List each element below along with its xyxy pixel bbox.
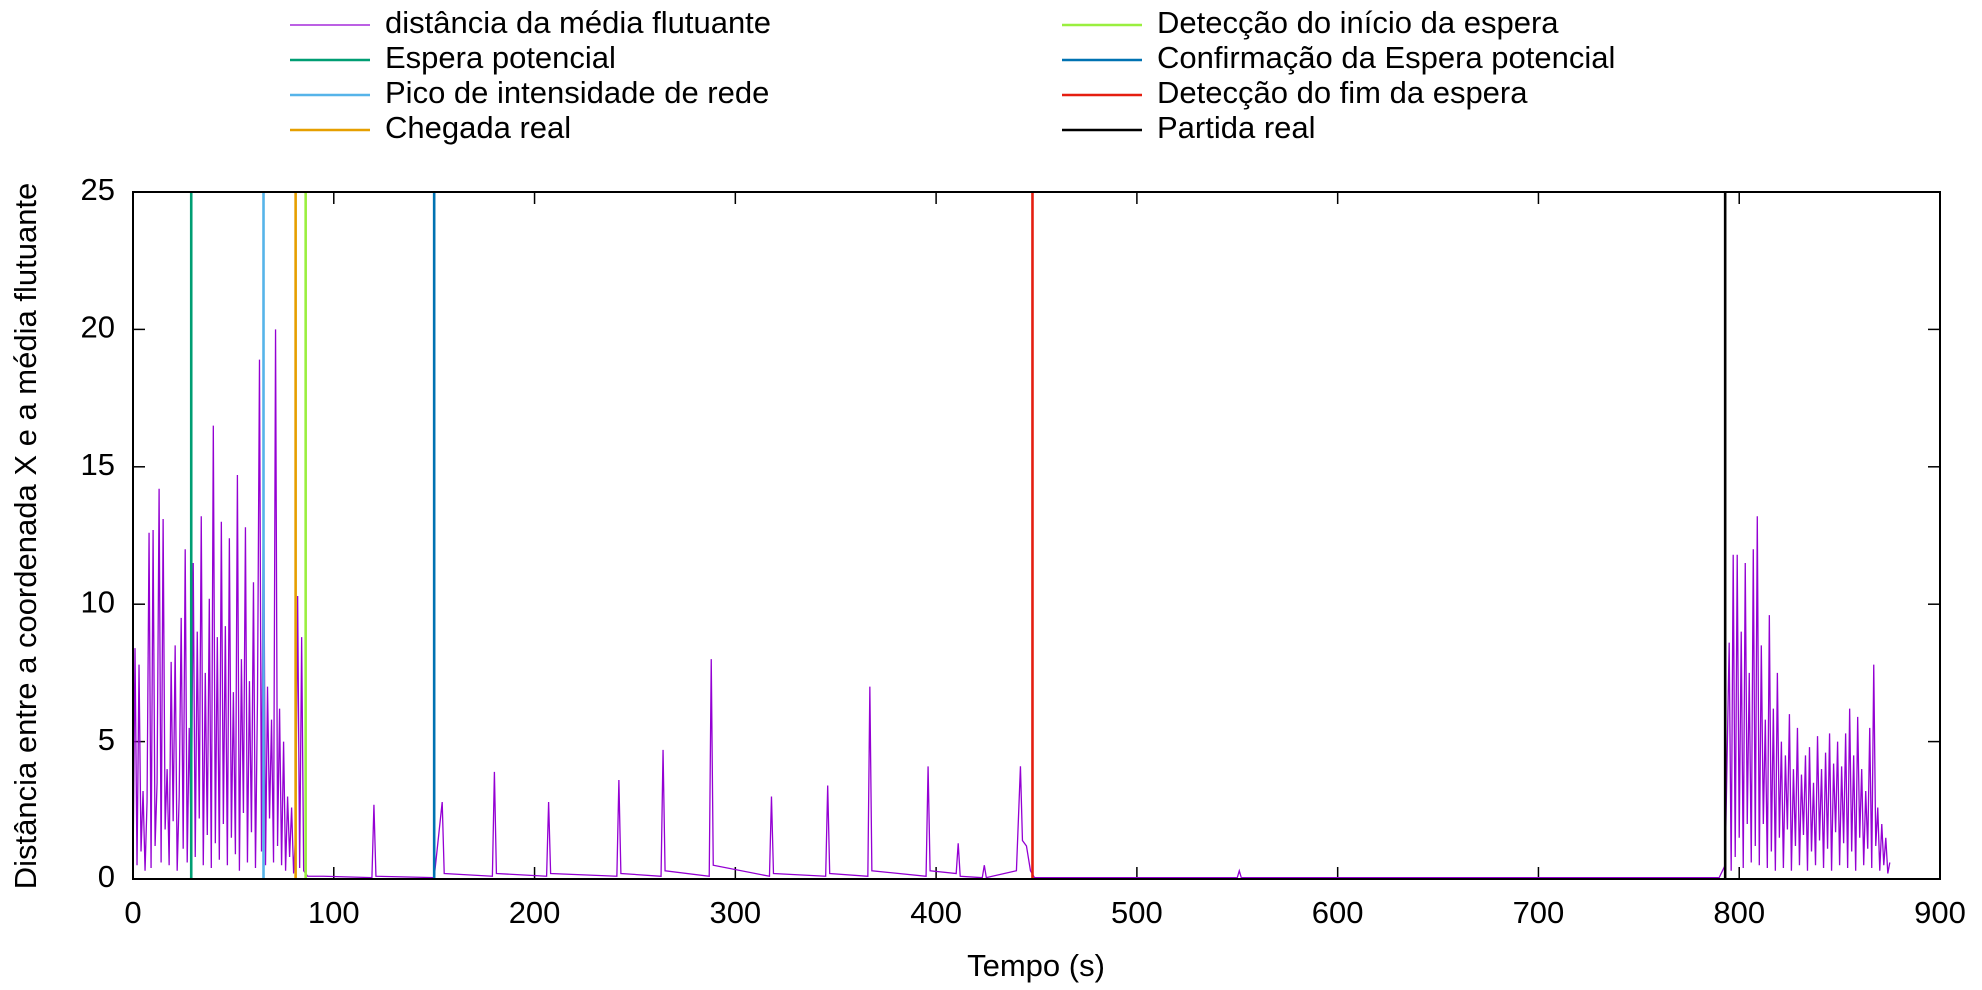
- x-tick-label: 100: [308, 895, 360, 930]
- y-tick-label: 0: [98, 859, 115, 894]
- x-tick-label: 300: [709, 895, 761, 930]
- x-axis-title: Tempo (s): [967, 948, 1105, 983]
- legend-label: distância da média flutuante: [385, 5, 771, 40]
- y-tick-label: 25: [81, 172, 115, 207]
- plot-frame: [132, 191, 1941, 880]
- legend-label: Chegada real: [385, 110, 571, 145]
- legend-label: Detecção do início da espera: [1157, 5, 1559, 40]
- x-tick-label: 400: [910, 895, 962, 930]
- legend-label: Confirmação da Espera potencial: [1157, 40, 1615, 75]
- x-tick-label: 500: [1111, 895, 1163, 930]
- x-tick-label: 700: [1513, 895, 1565, 930]
- legend-label: Detecção do fim da espera: [1157, 75, 1528, 110]
- x-tick-label: 800: [1713, 895, 1765, 930]
- y-tick-label: 5: [98, 722, 115, 757]
- x-tick-label: 900: [1914, 895, 1966, 930]
- legend-label: Espera potencial: [385, 40, 616, 75]
- x-tick-label: 200: [509, 895, 561, 930]
- y-tick-label: 10: [81, 584, 115, 619]
- y-axis-title: Distância entre a coordenada X e a média…: [8, 183, 43, 890]
- legend-label: Pico de intensidade de rede: [385, 75, 769, 110]
- x-tick-label: 600: [1312, 895, 1364, 930]
- y-tick-label: 20: [81, 310, 115, 345]
- x-tick-label: 0: [124, 895, 141, 930]
- legend-label: Partida real: [1157, 110, 1316, 145]
- y-tick-label: 15: [81, 447, 115, 482]
- series-line: [132, 329, 1891, 879]
